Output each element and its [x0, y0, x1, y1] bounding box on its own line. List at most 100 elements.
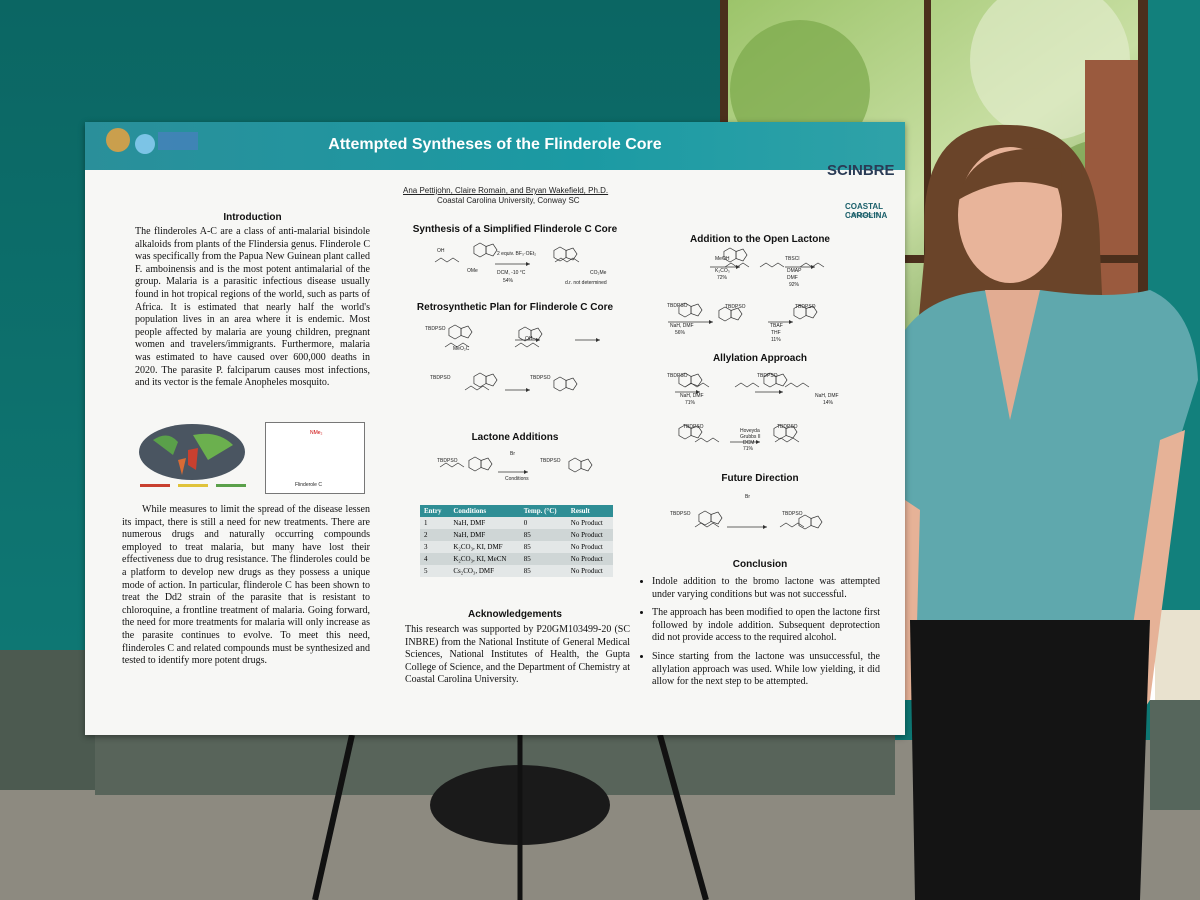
scheme-label: TBDPSO	[667, 373, 688, 379]
molecule-ring	[810, 515, 823, 529]
molecule-chain	[774, 437, 800, 443]
molecule-ring	[468, 456, 482, 472]
column-header: Temp. (°C)	[519, 505, 567, 517]
scheme-label: TBDPSO	[667, 303, 688, 309]
molecule-chain	[554, 257, 580, 263]
poster-title: Attempted Syntheses of the Flinderole Co…	[328, 136, 662, 153]
scheme-label: NaH, DMF	[815, 393, 839, 399]
scheme-label: THF	[771, 330, 781, 336]
table-cell: 0	[519, 517, 567, 529]
table-cell: 85	[519, 565, 567, 577]
scheme-label: TBAF	[770, 323, 783, 329]
authors: Ana Pettijohn, Claire Romain, and Bryan …	[403, 186, 609, 195]
easel-leg	[312, 734, 355, 900]
molecule-ring	[785, 425, 798, 439]
arrow-head	[709, 320, 713, 324]
molecule-ring	[480, 457, 493, 471]
arrow-head	[756, 440, 760, 444]
section-heading: Lactone Additions	[471, 432, 559, 443]
table-top	[1155, 610, 1200, 700]
neck	[985, 290, 1040, 420]
scheme-label: TBDPSO	[683, 424, 704, 430]
section-heading: Allylation Approach	[712, 353, 808, 364]
scheme-label: 71%	[743, 446, 754, 452]
table-cell: 85	[519, 553, 567, 565]
scheme-label: TBDPSO	[430, 375, 451, 381]
arrow-head	[779, 390, 783, 394]
scheme-label: TBDPSO	[540, 458, 561, 464]
molecule-ring	[530, 327, 543, 341]
affiliation: Coastal Carolina University, Conway SC	[437, 196, 580, 205]
molecule-ring	[798, 514, 812, 530]
arrow-head	[536, 338, 540, 342]
scheme-label: Hoveyda	[740, 428, 760, 434]
table-row: 2 NaH, DMF 85 No Product	[420, 529, 613, 541]
scheme-label: d.r. not determined	[565, 280, 607, 286]
molecule-ring	[448, 324, 462, 340]
molecule-chain	[694, 522, 720, 528]
results-table: Entry Conditions Temp. (°C) Result 1 NaH, DMF…	[420, 505, 613, 577]
poster-header-band	[85, 122, 905, 170]
molecule-chain	[444, 342, 470, 348]
molecule-ring	[565, 247, 578, 261]
program-logo	[106, 128, 198, 154]
acknowledgement-text: This research was supported by P20GM1034…	[405, 624, 630, 686]
molecule-ring	[565, 377, 578, 391]
table-cell: No Product	[566, 541, 613, 553]
scheme-label: TBDPSO	[782, 511, 803, 517]
table-row: 4 K₂CO₃, KI, MeCN 85 No Product	[420, 553, 613, 565]
scheme-label: TBDPSO	[725, 304, 746, 310]
table-cell: NaH, DMF	[449, 529, 520, 541]
scheme-label: TBSCl	[785, 256, 799, 262]
molecule-ring	[775, 373, 788, 387]
scheme-label: DMAP	[787, 268, 802, 274]
arrow-head	[736, 265, 740, 269]
scheme-label: 56%	[675, 330, 686, 336]
intro-paragraph: While measures to limit the spread of th…	[122, 504, 370, 667]
molecule-ring	[805, 305, 818, 319]
scheme-label: OH	[525, 336, 533, 342]
molecule-ring	[485, 373, 498, 387]
scheme-label: TBDPSO	[777, 424, 798, 430]
scheme-label: TBDPSO	[530, 375, 551, 381]
molecule-ring	[730, 307, 743, 321]
scheme-label: K₂CO₃	[715, 268, 730, 274]
pants	[910, 620, 1150, 900]
table-row: 3 K₂CO₃, KI, DMF 85 No Product	[420, 541, 613, 553]
molecule-ring	[690, 303, 703, 317]
easel-leg	[657, 734, 709, 900]
structure-label: NMe₂	[310, 430, 323, 436]
conclusion-bullet: Indole addition to the bromo lactone was…	[652, 576, 880, 601]
scheme-label: Br	[510, 451, 515, 457]
scheme-label: 92%	[789, 282, 800, 288]
ccu-logo: UNIVERSITY	[849, 213, 880, 219]
bench	[0, 650, 95, 790]
scheme-label: TBDPSO	[670, 511, 691, 517]
section-heading: Synthesis of a Simplified Flinderole C C…	[412, 224, 618, 235]
table-cell: K₂CO₃, KI, DMF	[449, 541, 520, 553]
molecule-ring	[690, 425, 703, 439]
molecule-ring	[473, 372, 487, 388]
table-cell: Cs₂CO₃, DMF	[449, 565, 520, 577]
table-row: 1 NaH, DMF 0 No Product	[420, 517, 613, 529]
section-heading: Acknowledgements	[468, 609, 562, 620]
table-cell: No Product	[566, 565, 613, 577]
bench	[1150, 700, 1200, 810]
molecule-chain	[694, 437, 720, 443]
scheme-label: TBDPSO	[757, 373, 778, 379]
molecule-chain	[464, 385, 490, 391]
scheme-label: NaH, DMF	[670, 323, 694, 329]
scheme-label: 54%	[503, 278, 514, 284]
table-cell: NaH, DMF	[449, 517, 520, 529]
molecule-ring	[568, 457, 582, 473]
arrow-head	[526, 388, 530, 392]
scheme-label: 14%	[823, 400, 834, 406]
conclusion-bullet: The approach has been modified to open t…	[652, 607, 880, 645]
molecule-chain	[684, 382, 710, 388]
scheme-label: 11%	[771, 337, 781, 343]
arrow-head	[789, 320, 793, 324]
table-row: 5 Cs₂CO₃, DMF 85 No Product	[420, 565, 613, 577]
table-cell: 5	[420, 565, 450, 577]
molecule-chain	[779, 522, 805, 528]
